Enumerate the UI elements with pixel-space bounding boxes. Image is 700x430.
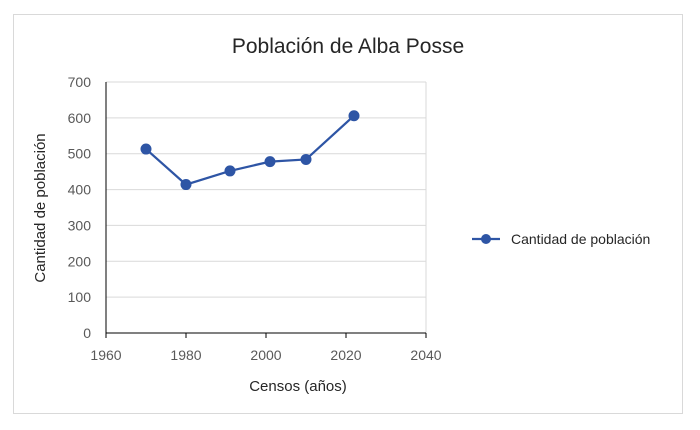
legend: Cantidad de población: [472, 231, 650, 247]
x-tick-label: 1980: [170, 347, 201, 363]
y-tick-label: 600: [68, 110, 92, 126]
data-point: [264, 156, 276, 168]
y-tick-label: 500: [68, 146, 92, 162]
series-line: [145, 114, 355, 186]
y-tick-label: 0: [83, 325, 91, 341]
y-tick-label: 100: [68, 289, 92, 305]
y-axis-title: Cantidad de población: [32, 133, 49, 282]
legend-marker: [481, 234, 491, 244]
data-point: [224, 165, 236, 177]
chart-title: Población de Alba Posse: [232, 35, 464, 58]
y-tick-label: 200: [68, 253, 92, 269]
x-tick-label: 2020: [330, 347, 361, 363]
legend-label: Cantidad de población: [511, 231, 650, 247]
x-axis-title: Censos (años): [249, 378, 347, 395]
data-point: [348, 110, 360, 122]
chart-frame: [13, 14, 683, 414]
series-layer: [140, 110, 360, 191]
data-point: [300, 153, 312, 165]
data-point: [140, 143, 152, 155]
x-tick-labels: 1960 1980 2000 2020 2040: [90, 333, 442, 363]
data-point: [180, 179, 192, 191]
y-tick-labels: 0 100 200 300 400 500 600 700: [68, 74, 92, 341]
grid-layer: [106, 81, 427, 333]
x-tick-label: 2000: [250, 347, 281, 363]
y-tick-label: 400: [68, 182, 92, 198]
y-tick-label: 300: [68, 217, 92, 233]
x-tick-label: 1960: [90, 347, 121, 363]
y-tick-label: 700: [68, 74, 92, 90]
x-tick-label: 2040: [410, 347, 441, 363]
